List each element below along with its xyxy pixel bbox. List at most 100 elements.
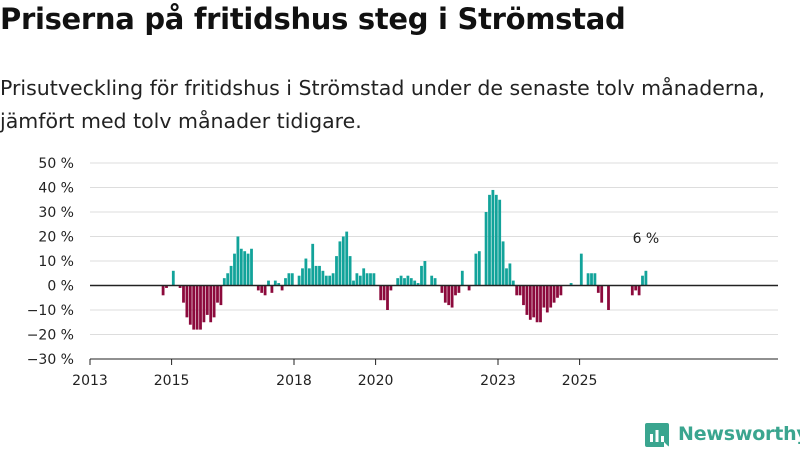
bar: [318, 265, 321, 286]
bar: [443, 285, 447, 303]
bar: [525, 285, 529, 315]
bar: [358, 275, 362, 286]
bar: [477, 251, 481, 286]
bar: [314, 265, 318, 286]
newsworthy-logo-icon: [645, 423, 669, 447]
bar: [324, 275, 328, 286]
bar: [484, 212, 488, 286]
bar: [185, 285, 189, 318]
bar: [552, 285, 556, 303]
x-tick-label: 2025: [562, 373, 598, 389]
bar: [532, 285, 536, 318]
bar: [188, 285, 192, 325]
bar: [433, 278, 437, 286]
bar: [304, 258, 308, 286]
y-tick-label: 10 %: [38, 254, 74, 270]
bar: [229, 265, 233, 286]
bar: [321, 270, 325, 286]
x-tick-label: 2020: [358, 373, 394, 389]
bar: [457, 285, 461, 293]
bar: [420, 265, 423, 286]
bar: [423, 261, 427, 286]
bar: [199, 285, 202, 330]
bar: [508, 263, 512, 286]
bar: [362, 268, 366, 286]
bar: [545, 285, 549, 313]
bar: [416, 283, 420, 286]
bar: [161, 285, 165, 296]
bar: [454, 285, 457, 296]
bar: [590, 273, 593, 286]
bar: [386, 285, 389, 310]
bar: [413, 280, 417, 286]
bar: [382, 285, 386, 301]
bar: [491, 189, 495, 286]
bar: [396, 278, 400, 286]
bar: [236, 236, 240, 286]
bar: [600, 285, 604, 303]
chart-title: Priserna på fritidshus steg i Strömstad: [0, 2, 626, 36]
bar: [494, 194, 498, 286]
axis-layer: −30 % −20 % −10 % 0 % 10 % 20 % 30 % 40 % 50 % 20…: [27, 156, 778, 389]
bar: [263, 285, 267, 296]
bar: [195, 285, 199, 330]
bar: [369, 273, 372, 286]
chart-subtitle: Prisutveckling för fritidshus i Strömsta…: [0, 76, 766, 133]
newsworthy-logo-text: Newsworthy: [678, 423, 800, 445]
bar: [505, 268, 508, 286]
bar: [559, 285, 563, 296]
bar: [607, 285, 610, 310]
bar: [403, 278, 406, 286]
bar: [348, 256, 352, 286]
bar: [270, 285, 274, 293]
bar: [637, 285, 641, 296]
bars-layer: [161, 189, 648, 330]
bar: [250, 248, 253, 286]
bar: [246, 253, 250, 286]
bar: [501, 241, 505, 286]
bar: [365, 273, 369, 286]
bar: [634, 285, 638, 291]
bar: [226, 273, 230, 286]
bar: [399, 275, 403, 286]
bar: [171, 270, 175, 286]
bar: [355, 273, 359, 286]
bar-chart: −30 % −20 % −10 % 0 % 10 % 20 % 30 % 40 % 50 % 20…: [27, 156, 778, 389]
bar: [219, 285, 223, 306]
bar: [586, 273, 590, 286]
bar: [182, 285, 185, 303]
bar: [267, 280, 270, 286]
bar: [535, 285, 539, 323]
bar: [352, 280, 355, 286]
bar: [542, 285, 546, 308]
bar: [644, 270, 648, 286]
bar: [406, 275, 410, 286]
bar: [511, 280, 515, 286]
label-layer: 6 %: [633, 231, 660, 247]
bar: [256, 285, 260, 291]
bar: [202, 285, 206, 323]
bar: [447, 285, 451, 306]
bar: [389, 285, 393, 291]
bar: [328, 275, 332, 286]
bar: [518, 285, 522, 296]
bar: [165, 285, 168, 288]
x-tick-label: 2015: [154, 373, 190, 389]
bar: [593, 273, 597, 286]
bar: [440, 285, 444, 293]
bar: [488, 194, 491, 286]
y-tick-label: −10 %: [27, 303, 74, 319]
bar: [307, 268, 311, 286]
bar: [297, 275, 301, 286]
bar: [539, 285, 542, 323]
bar: [569, 283, 573, 286]
bar: [379, 285, 383, 301]
y-tick-label: 20 %: [38, 230, 74, 246]
y-tick-label: 50 %: [38, 156, 74, 172]
bar: [192, 285, 196, 330]
bar: [522, 285, 525, 306]
x-tick-label: 2013: [72, 373, 108, 389]
bar: [205, 285, 209, 315]
y-tick-label: 0 %: [47, 279, 74, 295]
bar: [216, 285, 219, 303]
